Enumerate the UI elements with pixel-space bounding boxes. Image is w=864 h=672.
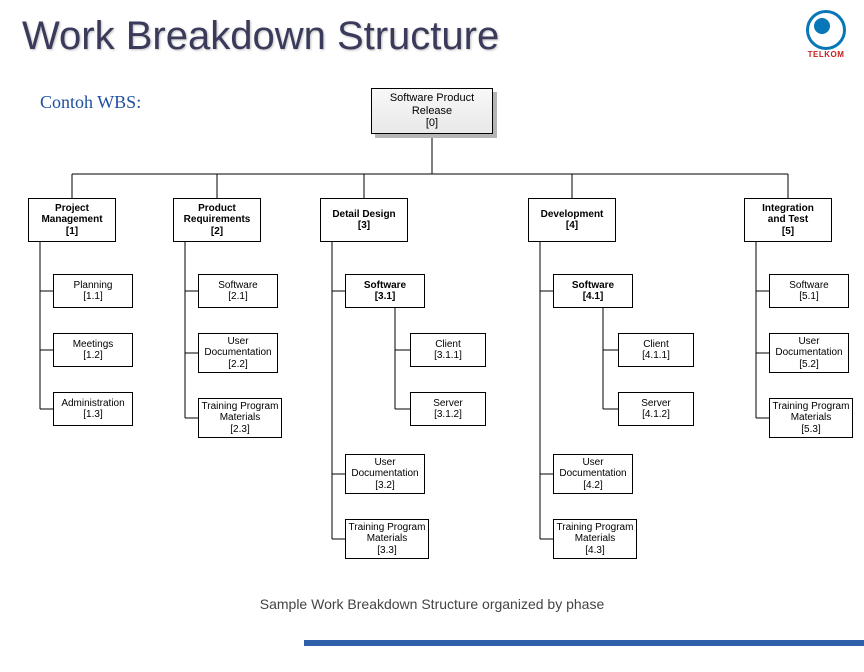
wbs-node-2: ProductRequirements[2] (173, 198, 261, 242)
wbs-node-1.3: Administration[1.3] (53, 392, 133, 426)
wbs-node-1: ProjectManagement[1] (28, 198, 116, 242)
figure-caption: Sample Work Breakdown Structure organize… (0, 596, 864, 612)
wbs-node-3.2: UserDocumentation[3.2] (345, 454, 425, 494)
wbs-node-3.1.2: Server[3.1.2] (410, 392, 486, 426)
wbs-node-2.3: Training ProgramMaterials[2.3] (198, 398, 282, 438)
logo-ring-icon (806, 10, 846, 50)
accent-bar (304, 640, 864, 646)
wbs-node-3.1: Software[3.1] (345, 274, 425, 308)
logo-text: TELKOM (800, 50, 852, 59)
wbs-node-5.1: Software[5.1] (769, 274, 849, 308)
wbs-node-1.2: Meetings[1.2] (53, 333, 133, 367)
wbs-node-5.2: UserDocumentation[5.2] (769, 333, 849, 373)
wbs-node-4.1.1: Client[4.1.1] (618, 333, 694, 367)
wbs-node-2.2: UserDocumentation[2.2] (198, 333, 278, 373)
wbs-node-4.1: Software[4.1] (553, 274, 633, 308)
wbs-node-5.3: Training ProgramMaterials[5.3] (769, 398, 853, 438)
wbs-diagram: Software ProductRelease[0] ProjectManagem… (8, 84, 856, 594)
wbs-node-3: Detail Design[3] (320, 198, 408, 242)
wbs-node-4.2: UserDocumentation[4.2] (553, 454, 633, 494)
wbs-node-2.1: Software[2.1] (198, 274, 278, 308)
wbs-node-4: Development[4] (528, 198, 616, 242)
brand-logo: TELKOM (800, 10, 852, 62)
wbs-node-0: Software ProductRelease[0] (371, 88, 493, 134)
wbs-node-4.3: Training ProgramMaterials[4.3] (553, 519, 637, 559)
page-title: Work Breakdown Structure (22, 14, 499, 59)
wbs-node-3.1.1: Client[3.1.1] (410, 333, 486, 367)
wbs-node-4.1.2: Server[4.1.2] (618, 392, 694, 426)
wbs-node-3.3: Training ProgramMaterials[3.3] (345, 519, 429, 559)
wbs-node-1.1: Planning[1.1] (53, 274, 133, 308)
wbs-node-5: Integrationand Test[5] (744, 198, 832, 242)
